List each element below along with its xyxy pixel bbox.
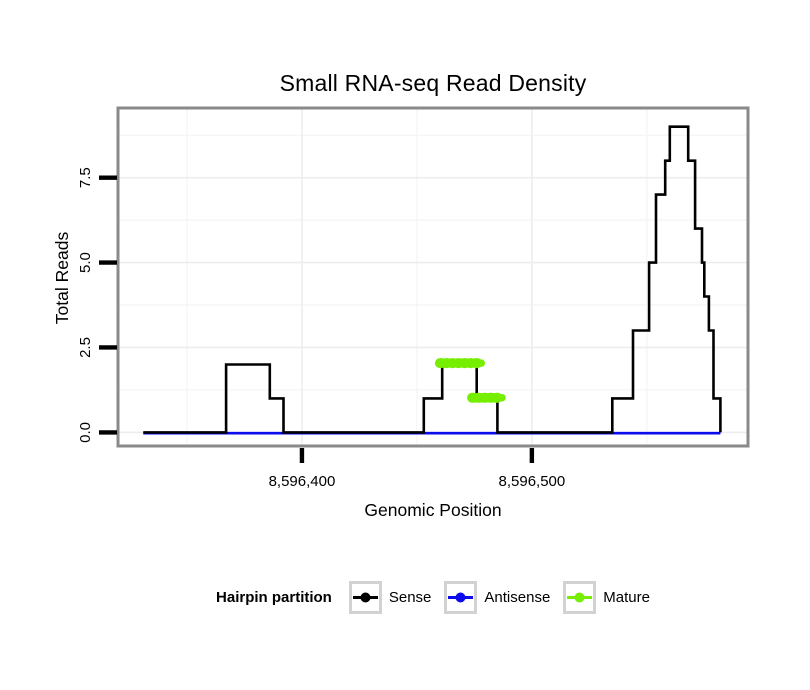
sense-series-line — [143, 125, 722, 434]
x-tick-label: 8,596,500 — [499, 473, 566, 490]
x-tick-label: 8,596,400 — [269, 473, 336, 490]
y-tick-label: 5.0 — [77, 252, 94, 273]
y-tick-label: 2.5 — [77, 337, 94, 358]
chart-canvas: 8,596,400 8,596,500 0.0 2.5 5.0 7.5 — [77, 106, 750, 490]
legend-label-sense: Sense — [388, 588, 432, 606]
legend-item-antisense: Antisense — [444, 580, 551, 614]
y-tick-label: 7.5 — [77, 167, 94, 188]
legend-item-sense: Sense — [348, 580, 432, 614]
legend-key-sense — [348, 580, 382, 614]
x-axis-title: Genomic Position — [364, 500, 502, 520]
legend-item-mature: Mature — [563, 580, 650, 614]
legend-title: Hairpin partition — [216, 588, 332, 606]
mature-key-glyph — [567, 592, 593, 602]
legend-label-mature: Mature — [603, 588, 650, 606]
chart-title: Small RNA-seq Read Density — [279, 70, 587, 96]
legend-key-antisense — [444, 580, 478, 614]
y-tick-label: 0.0 — [77, 422, 94, 443]
legend-label-antisense: Antisense — [484, 588, 551, 606]
sense-key-glyph — [352, 592, 378, 602]
panel-border — [116, 106, 750, 448]
antisense-key-glyph — [448, 592, 474, 602]
legend-key-mature — [563, 580, 597, 614]
legend: Hairpin partition Sense Antisense Mature — [118, 578, 748, 616]
